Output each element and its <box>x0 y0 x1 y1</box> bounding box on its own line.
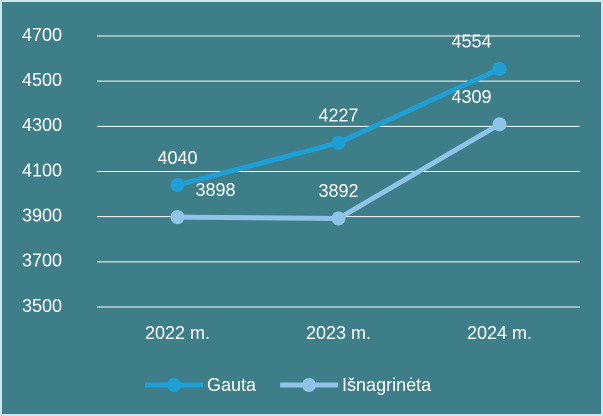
data-label: 3898 <box>195 180 235 200</box>
x-tick-label: 2022 m. <box>145 323 210 343</box>
data-label: 4040 <box>157 148 197 168</box>
data-point <box>492 61 507 76</box>
data-label: 4554 <box>451 32 491 52</box>
y-tick-label: 3700 <box>22 251 62 271</box>
data-point <box>170 178 185 193</box>
y-tick-label: 3900 <box>22 205 62 225</box>
data-point <box>331 211 346 226</box>
data-point <box>331 135 346 150</box>
data-label: 4227 <box>318 106 358 126</box>
legend-label: Gauta <box>207 375 257 395</box>
y-tick-label: 4500 <box>22 70 62 90</box>
y-tick-label: 4700 <box>22 25 62 45</box>
data-point <box>492 117 507 132</box>
x-tick-label: 2024 m. <box>467 323 532 343</box>
data-label: 4309 <box>451 87 491 107</box>
legend-marker <box>302 378 317 392</box>
legend-label: Išnagrinėta <box>342 375 432 395</box>
data-point <box>170 210 185 225</box>
legend-marker <box>167 378 181 392</box>
y-tick-label: 4100 <box>22 160 62 180</box>
y-tick-label: 4300 <box>22 115 62 135</box>
x-tick-label: 2023 m. <box>306 323 371 343</box>
data-label: 3892 <box>318 181 358 201</box>
y-tick-label: 3500 <box>22 296 62 316</box>
